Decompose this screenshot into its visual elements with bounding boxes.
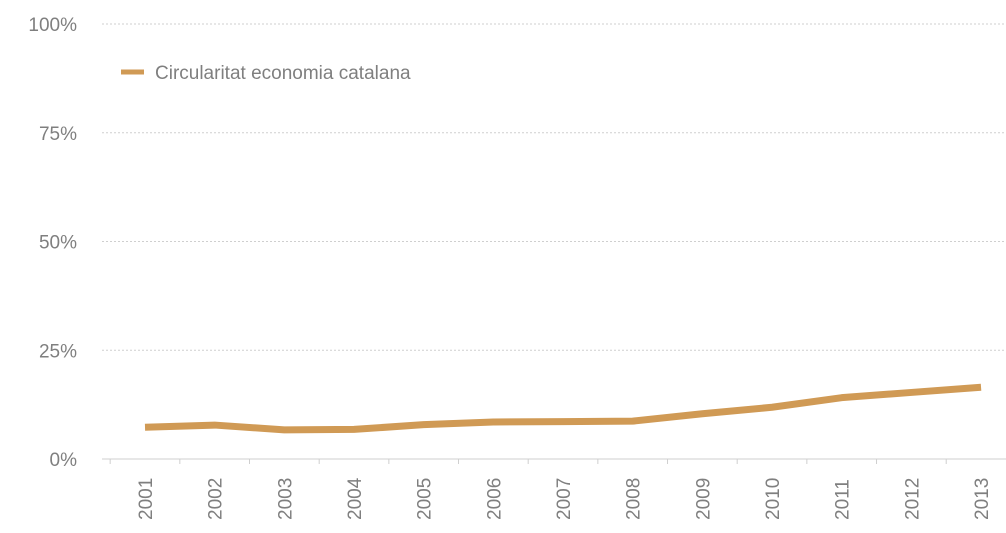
x-tick-label: 2008 xyxy=(624,478,645,520)
x-tick-label: 2002 xyxy=(206,478,227,520)
legend: Circularitat economia catalana xyxy=(121,63,411,84)
data-point xyxy=(908,389,915,396)
x-tick-label: 2004 xyxy=(345,477,366,520)
series-layer xyxy=(142,384,985,434)
x-tick-label: 2013 xyxy=(972,478,993,520)
y-tick-label: 50% xyxy=(39,233,77,254)
data-point xyxy=(629,418,636,425)
x-tick-label: 2001 xyxy=(136,478,157,520)
x-tick-label: 2012 xyxy=(902,478,923,520)
data-point xyxy=(769,404,776,411)
data-point xyxy=(351,426,358,433)
data-point xyxy=(978,384,985,391)
y-tick-label: 100% xyxy=(28,15,77,36)
data-point xyxy=(211,422,218,429)
y-axis-ticks: 0% 25% 50% 75% 100% xyxy=(28,15,77,471)
y-tick-label: 25% xyxy=(39,341,77,362)
x-tick-label: 2007 xyxy=(554,478,575,520)
x-axis-ticks: 2001 2002 2003 2004 2005 2006 2007 2008 2009 2010… xyxy=(110,459,993,520)
data-point xyxy=(142,424,149,431)
x-tick-label: 2006 xyxy=(484,478,505,520)
x-tick-label: 2003 xyxy=(275,478,296,520)
y-tick-label: 75% xyxy=(39,124,77,145)
legend-label: Circularitat economia catalana xyxy=(155,63,411,84)
data-point xyxy=(420,421,427,428)
data-point xyxy=(281,426,288,433)
x-tick-label: 2005 xyxy=(415,478,436,520)
data-point xyxy=(699,410,706,417)
x-tick-label: 2009 xyxy=(693,478,714,520)
x-tick-label: 2011 xyxy=(833,479,854,520)
x-tick-label: 2010 xyxy=(763,478,784,520)
data-point xyxy=(560,418,567,425)
y-tick-label: 0% xyxy=(50,450,78,471)
data-point xyxy=(490,419,497,426)
data-point xyxy=(838,394,845,401)
